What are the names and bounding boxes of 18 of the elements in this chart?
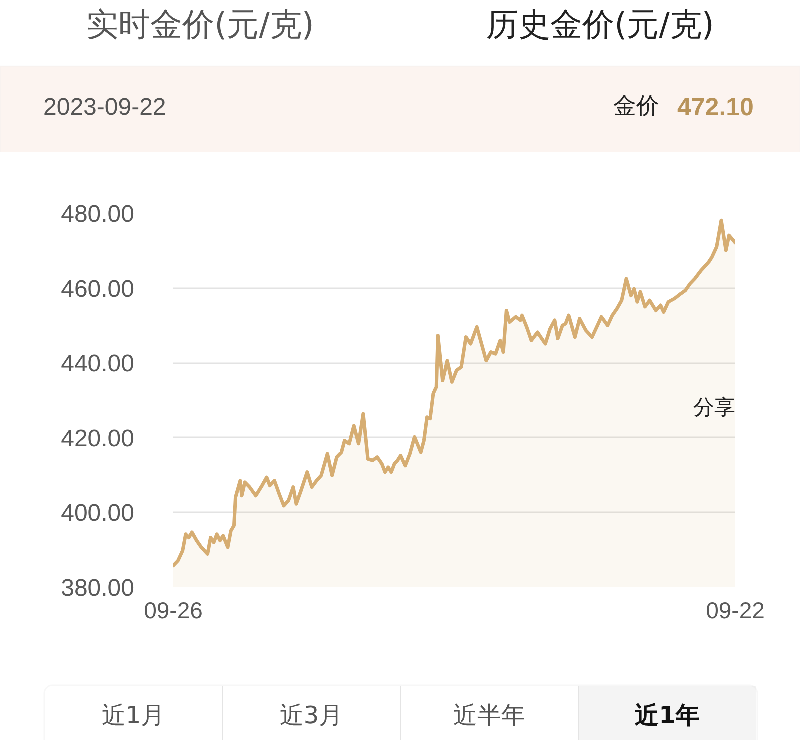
y-tick-label: 480.00 [61, 201, 134, 228]
text: 金价 [614, 94, 660, 120]
x-tick-label: 09-22 [706, 598, 765, 624]
text: 近3月 [280, 702, 344, 730]
y-tick-label: 460.00 [61, 276, 134, 303]
y-tick-label: 400.00 [61, 500, 134, 528]
text: 实时金价(元/克) [86, 6, 314, 44]
y-tick-label: 380.00 [61, 575, 134, 602]
y-tick-label: 440.00 [61, 350, 134, 378]
text: 近1年 [635, 702, 700, 730]
text: 近半年 [454, 702, 526, 730]
y-tick-label: 420.00 [61, 425, 134, 452]
chart-title: 历史金价(元/克) [486, 6, 714, 44]
x-tick-label: 09-26 [144, 598, 203, 624]
text: 2023-09-22 [44, 94, 166, 121]
text: 472.10 [678, 94, 754, 122]
annotation: 分享 [694, 396, 736, 420]
text: 近1月 [102, 702, 166, 730]
